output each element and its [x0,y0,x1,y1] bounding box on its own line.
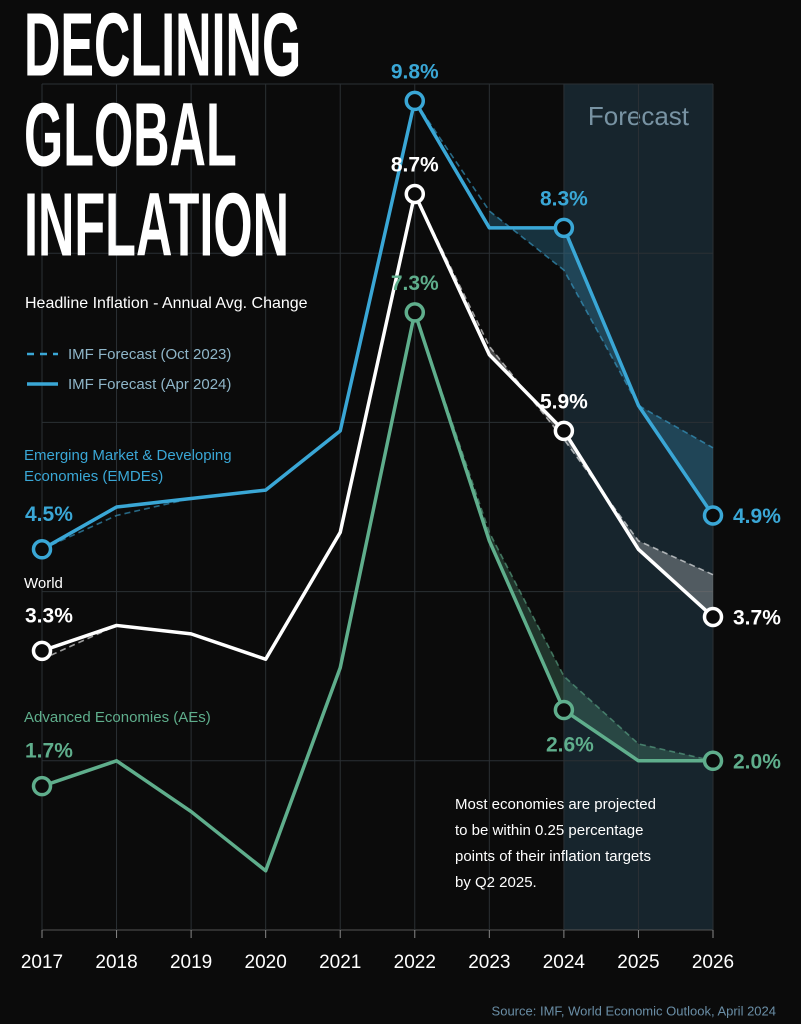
series-label-box: Advanced Economies (AEs) [24,709,211,726]
series-label: Advanced Economies (AEs) [24,709,211,726]
value-label: 4.5% [25,503,73,526]
forecast-line [41,310,713,873]
point [553,420,575,442]
value-label: 2.0% [733,750,781,773]
title-group: DECLINING GLOBAL INFLATION [24,0,301,276]
point [702,750,724,772]
forecast-line [41,192,715,662]
point [31,539,53,560]
value-label: 9.8% [391,60,439,83]
legend-entry: IMF Forecast (Oct 2023) [68,346,231,363]
value-label: 8.7% [391,154,439,177]
series-label-box: World [24,575,63,592]
value-label: 3.3% [25,604,73,627]
point [553,699,575,721]
point [553,217,575,239]
x-tick-label: 2017 [21,952,63,973]
point [404,90,426,112]
annotation-line: Most economies are projected [455,796,656,813]
x-tick-label: 2019 [170,952,212,973]
x-tick-label: 2020 [245,952,287,973]
x-tick-label: 2026 [692,952,734,973]
point [31,775,53,797]
value-label: 8.3% [540,187,588,210]
series-label-box: Emerging Market & Developing Economies (… [24,447,232,485]
legend-entry: IMF Forecast (Apr 2024) [68,376,231,393]
value-label: 5.9% [540,390,588,413]
value-label: 3.7% [733,607,781,630]
point [702,606,724,628]
title-line: GLOBAL [24,86,237,186]
annotation-line: points of their inflation targets [455,848,651,865]
annotation-line: by Q2 2025. [455,874,537,891]
value-label: 1.7% [25,740,73,763]
value-label: 4.9% [733,505,781,528]
previous-forecast-line [41,98,714,551]
point [702,505,724,526]
x-tick-label: 2024 [543,952,586,973]
point [404,183,426,205]
series-label: Emerging Market & Developing Economies (… [24,447,232,485]
point [404,302,426,323]
forecast-line [41,99,715,551]
annotation-line: to be within 0.25 percentage [455,822,643,839]
x-tick-label: 2021 [319,952,361,973]
value-label: 2.6% [546,734,594,757]
value-label: 7.3% [391,272,439,295]
chart-title: DECLINING GLOBAL INFLATION [24,0,301,276]
x-tick-label: 2023 [468,952,510,973]
point [31,640,53,662]
subtitle: Headline Inflation - Annual Avg. Change [25,295,308,312]
x-tick-label: 2018 [95,952,137,973]
x-tick-label: 2025 [617,952,659,973]
title-line: INFLATION [24,176,289,276]
series-label: World [24,575,63,592]
title-line: DECLINING [24,0,301,96]
revision-area [489,532,713,761]
x-tick-label: 2022 [394,952,436,973]
source: Source: IMF, World Economic Outlook, Apr… [492,1003,776,1018]
